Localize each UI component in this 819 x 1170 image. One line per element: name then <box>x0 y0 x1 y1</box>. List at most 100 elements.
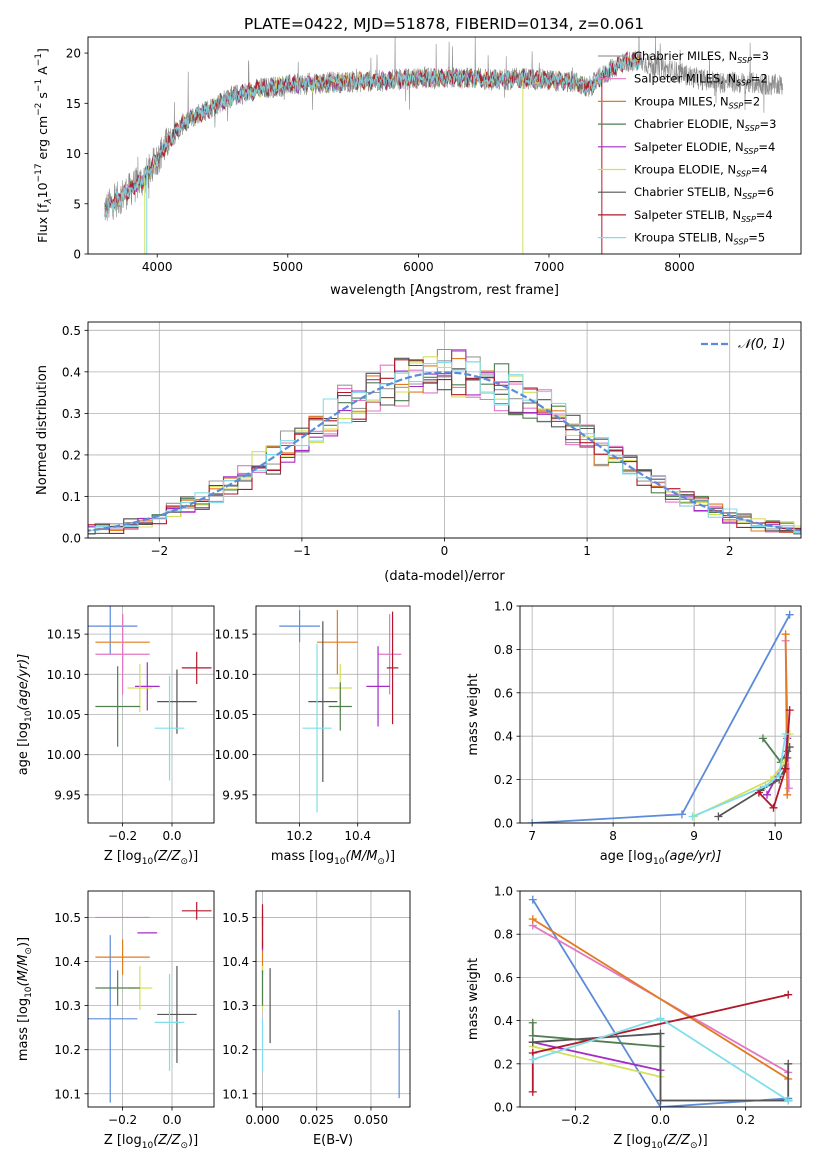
legend-entry: Chabrier MILES, NSSP=3 <box>634 49 769 65</box>
frame-spectrum <box>87 36 802 255</box>
series-marker <box>784 990 793 999</box>
axes-age_vs_Z: −0.2 0.0 9.95 10.00 10.05 10.10 10.15 <box>47 606 214 843</box>
y-tick-label: 0.3 <box>62 407 81 421</box>
y-tick-label: 10.5 <box>54 911 81 925</box>
series-marker <box>714 812 723 821</box>
y-tick-label: 10.3 <box>54 999 81 1013</box>
x-tick-label: 0.025 <box>300 1113 334 1127</box>
series-marker <box>528 819 537 823</box>
series-marker <box>785 706 794 715</box>
y-tick-label: 0.4 <box>494 730 513 744</box>
y-tick-label: 10.1 <box>222 1087 249 1101</box>
y-tick-label: 0.2 <box>62 448 81 462</box>
y-tick-label: 0 <box>73 248 81 262</box>
x-tick-label: 0.0 <box>651 1113 670 1127</box>
legend-entry: Chabrier STELIB, NSSP=6 <box>634 185 774 201</box>
errorbar-point <box>157 669 197 734</box>
x-tick-label: −1 <box>293 544 311 558</box>
series-marker <box>656 1096 665 1105</box>
errorbar-point <box>181 651 212 684</box>
errorbar-point <box>95 614 150 695</box>
series-marker <box>781 630 790 639</box>
errorbars-mass_vs_EBV <box>261 904 400 1099</box>
errorbar-point <box>95 666 140 747</box>
y-tick-label: 0.2 <box>494 773 513 787</box>
frame-age_vs_mass <box>255 605 411 824</box>
y-tick-label: 1.0 <box>494 885 513 899</box>
x-tick-label: 7000 <box>534 260 565 274</box>
errorbar-point <box>366 646 390 727</box>
y-tick-label: 0.0 <box>62 532 81 546</box>
y-tick-label: 5 <box>73 197 81 211</box>
series-line <box>784 634 789 795</box>
y-tick-label: 10 <box>66 147 81 161</box>
x-tick-label: 2 <box>726 544 734 558</box>
series-marker <box>781 730 790 739</box>
y-axis-label: Flux [fλ10−17 erg cm−2 s−1 A−1] <box>34 48 54 243</box>
legend-entry: Kroupa STELIB, NSSP=5 <box>634 231 765 247</box>
y-tick-label: 10.2 <box>54 1043 81 1057</box>
y-tick-label: 10.00 <box>215 748 249 762</box>
x-tick-label: −2 <box>150 544 168 558</box>
y-tick-label: 9.95 <box>54 788 81 802</box>
x-tick-label: 10.2 <box>286 829 313 843</box>
frame-mass_vs_EBV <box>255 890 411 1108</box>
figure-title: PLATE=0422, MJD=51878, FIBERID=0134, z=0… <box>244 15 644 33</box>
series-marker <box>528 1038 537 1047</box>
y-tick-label: 10.4 <box>54 955 81 969</box>
x-axis-label: wavelength [Angstrom, rest frame] <box>330 283 559 298</box>
y-tick-label: 0.8 <box>494 928 513 942</box>
errorbars-age_vs_Z <box>88 606 212 781</box>
y-tick-label: 10.4 <box>222 955 249 969</box>
series-marker <box>775 771 784 780</box>
x-axis-label: mass [log10(M/M⊙)] <box>271 849 395 867</box>
y-tick-label: 0.8 <box>494 643 513 657</box>
frame-massweight_vs_age <box>519 605 802 824</box>
grid-age_vs_mass <box>256 606 410 823</box>
frame-mass_vs_Z <box>87 890 215 1108</box>
series-line <box>692 733 787 818</box>
spectrum-lines <box>104 37 783 254</box>
frame-age_vs_Z <box>87 605 215 824</box>
x-tick-label: −0.2 <box>108 1113 137 1127</box>
x-tick-label: 10.4 <box>344 829 371 843</box>
y-axis-label: Normed distribution <box>35 365 50 495</box>
y-tick-label: 0.2 <box>494 1057 513 1071</box>
y-tick-label: 0.6 <box>494 971 513 985</box>
y-tick-label: 10.3 <box>222 999 249 1013</box>
series-line <box>758 710 791 810</box>
series-marker <box>785 610 794 619</box>
y-axis-label: age [log10(age/yr)] <box>16 654 34 776</box>
x-tick-label: 7 <box>528 829 536 843</box>
errorbar-point <box>95 970 140 1006</box>
x-tick-label: 0.000 <box>245 1113 279 1127</box>
x-tick-label: 5000 <box>273 260 304 274</box>
series-marker <box>784 1059 793 1068</box>
legend-entry: Kroupa ELODIE, NSSP=4 <box>634 163 768 179</box>
errorbar-point <box>154 973 185 1071</box>
legend-entry: Salpeter MILES, NSSP=2 <box>634 72 768 88</box>
series-marker <box>761 782 770 791</box>
histogram-step <box>88 348 801 533</box>
y-tick-label: 10.00 <box>47 748 81 762</box>
x-tick-label: 0.2 <box>736 1113 755 1127</box>
series-line <box>532 918 789 1080</box>
x-axis-label: E(B-V) <box>313 1133 353 1148</box>
errorbar-point <box>154 675 185 781</box>
x-axis-label: age [log10(age/yr)] <box>600 849 722 867</box>
legend-entry: Salpeter ELODIE, NSSP=4 <box>634 140 775 156</box>
y-tick-label: 10.5 <box>222 911 249 925</box>
x-tick-label: −0.2 <box>108 829 137 843</box>
y-axis-label: mass weight <box>466 673 481 755</box>
x-tick-label: 0 <box>441 544 449 558</box>
x-tick-label: 0.0 <box>162 829 181 843</box>
y-tick-label: 10.05 <box>215 708 249 722</box>
axes-age_vs_mass: 10.2 10.4 9.95 10.00 10.05 10.10 10.15 <box>215 606 410 843</box>
frame-residuals <box>87 321 802 539</box>
axes-mass_vs_EBV: 0.000 0.025 0.050 10.1 10.2 10.3 10.4 10.5 <box>222 891 410 1127</box>
errorbar-point <box>386 611 399 725</box>
x-tick-label: 1 <box>583 544 591 558</box>
y-axis-label: mass weight <box>466 958 481 1040</box>
y-tick-label: 0.1 <box>62 490 81 504</box>
